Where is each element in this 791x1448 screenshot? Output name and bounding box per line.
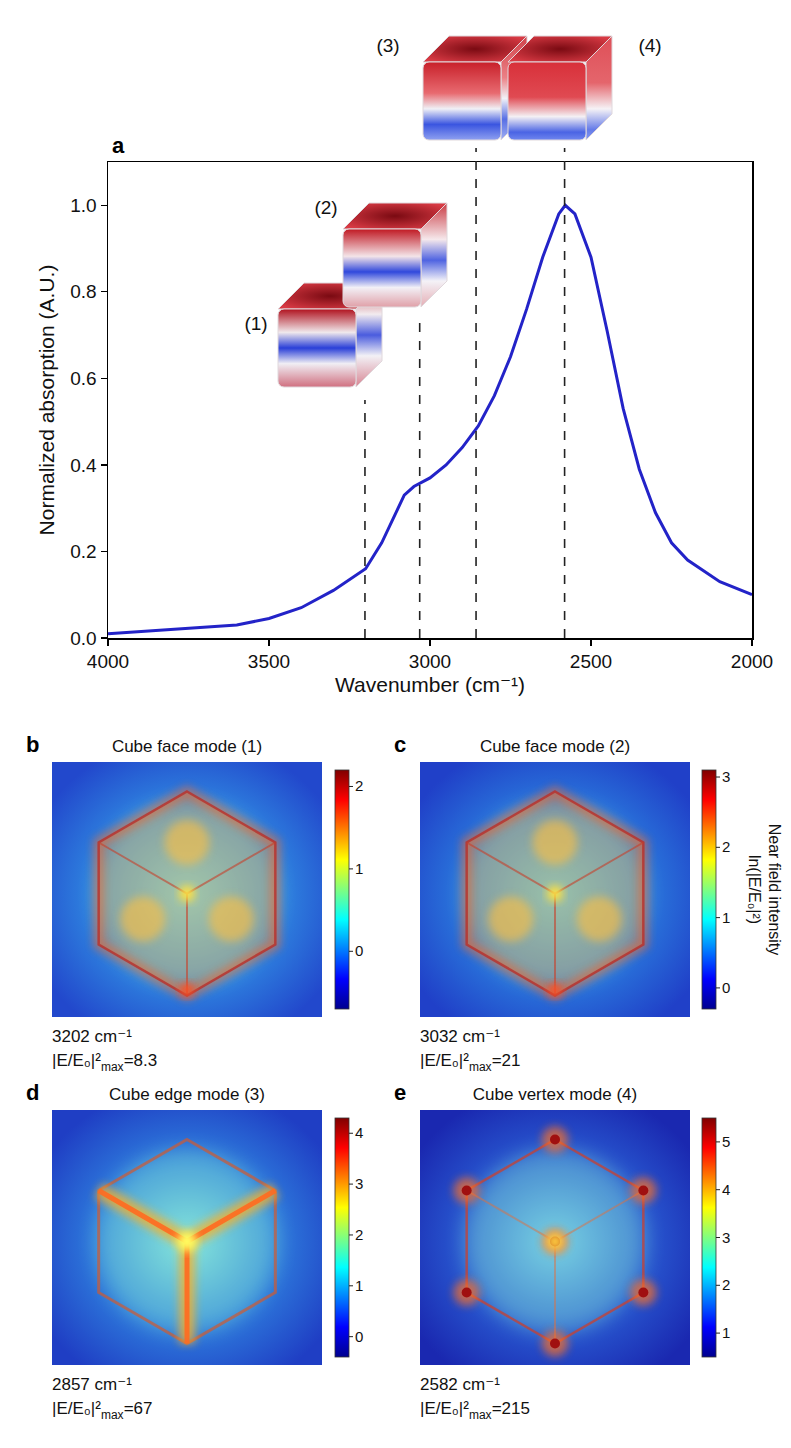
svg-text:2: 2 (722, 1276, 730, 1293)
svg-text:|E/E₀|²max=215: |E/E₀|²max=215 (420, 1399, 530, 1422)
svg-text:Cube face mode (1): Cube face mode (1) (112, 737, 262, 756)
svg-text:(3): (3) (376, 35, 399, 56)
svg-text:2000: 2000 (731, 651, 773, 672)
svg-text:0: 0 (355, 942, 363, 959)
svg-text:0.6: 0.6 (70, 368, 96, 389)
svg-text:0.8: 0.8 (70, 281, 96, 302)
svg-text:1: 1 (722, 909, 730, 926)
svg-text:e: e (394, 1080, 406, 1105)
svg-text:0: 0 (722, 979, 730, 996)
svg-text:(4): (4) (638, 35, 661, 56)
svg-text:3000: 3000 (409, 651, 451, 672)
svg-text:2582 cm⁻¹: 2582 cm⁻¹ (420, 1375, 500, 1394)
svg-text:(1): (1) (244, 313, 267, 334)
svg-text:Cube face mode (2): Cube face mode (2) (480, 737, 630, 756)
svg-text:3032 cm⁻¹: 3032 cm⁻¹ (420, 1027, 500, 1046)
svg-text:|E/E₀|²max=67: |E/E₀|²max=67 (52, 1399, 152, 1422)
svg-text:3: 3 (355, 1175, 363, 1192)
svg-text:3: 3 (722, 768, 730, 785)
svg-text:(2): (2) (314, 197, 337, 218)
svg-text:Normalized absorption (A.U.): Normalized absorption (A.U.) (35, 265, 58, 536)
svg-text:|E/E₀|²max=8.3: |E/E₀|²max=8.3 (52, 1051, 157, 1074)
svg-text:0.2: 0.2 (70, 541, 96, 562)
svg-text:2: 2 (722, 838, 730, 855)
svg-text:2: 2 (355, 777, 363, 794)
svg-text:c: c (394, 732, 406, 757)
svg-text:Near field intensity: Near field intensity (766, 824, 783, 956)
svg-text:d: d (26, 1080, 39, 1105)
svg-text:0: 0 (355, 1328, 363, 1345)
svg-text:|E/E₀|²max=21: |E/E₀|²max=21 (420, 1051, 520, 1074)
svg-text:4000: 4000 (87, 651, 129, 672)
svg-text:1.0: 1.0 (70, 195, 96, 216)
svg-text:4: 4 (355, 1124, 363, 1141)
svg-text:0.0: 0.0 (70, 628, 96, 649)
svg-text:0.4: 0.4 (70, 455, 97, 476)
svg-text:5: 5 (722, 1133, 730, 1150)
svg-text:2857 cm⁻¹: 2857 cm⁻¹ (52, 1375, 132, 1394)
svg-text:4: 4 (722, 1181, 730, 1198)
svg-text:3202 cm⁻¹: 3202 cm⁻¹ (52, 1027, 132, 1046)
svg-text:a: a (112, 133, 125, 158)
svg-text:ln(|E/E₀|²): ln(|E/E₀|²) (746, 855, 763, 924)
svg-text:1: 1 (722, 1324, 730, 1341)
svg-text:2500: 2500 (570, 651, 612, 672)
svg-text:b: b (26, 732, 39, 757)
svg-text:Wavenumber (cm⁻¹): Wavenumber (cm⁻¹) (335, 673, 525, 696)
svg-text:3: 3 (722, 1229, 730, 1246)
svg-text:3500: 3500 (248, 651, 290, 672)
svg-text:2: 2 (355, 1226, 363, 1243)
svg-text:1: 1 (355, 860, 363, 877)
svg-text:Cube edge mode (3): Cube edge mode (3) (109, 1085, 265, 1104)
svg-text:Cube vertex mode (4): Cube vertex mode (4) (473, 1085, 637, 1104)
svg-text:1: 1 (355, 1277, 363, 1294)
